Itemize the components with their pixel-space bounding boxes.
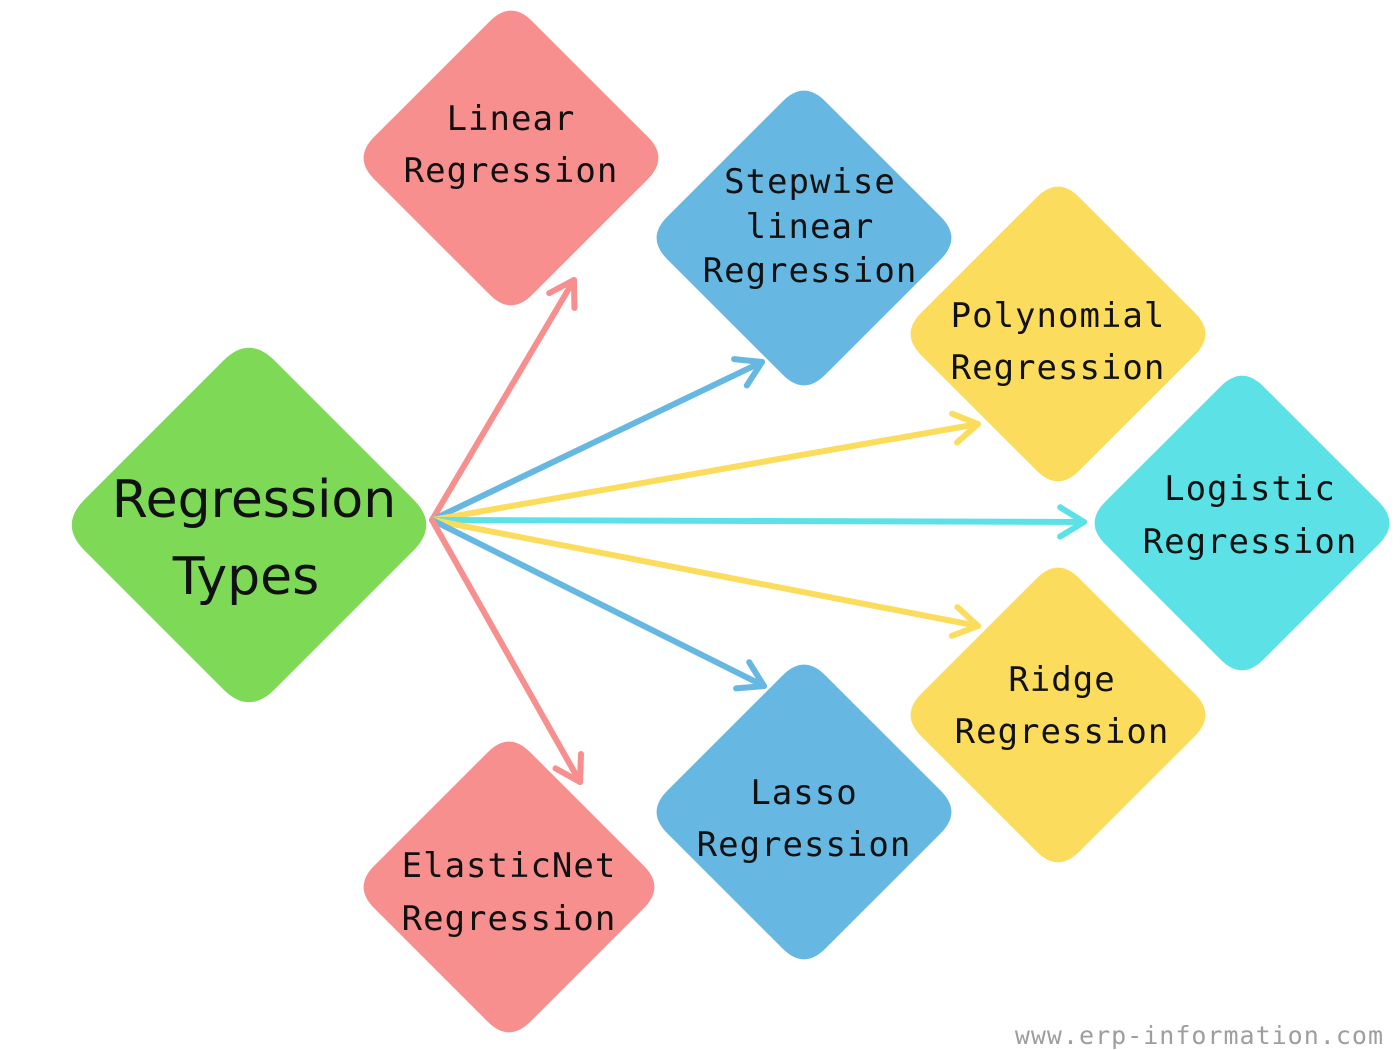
node-ridge: Ridge Regression	[910, 567, 1206, 863]
linear-label-line-2: Regression	[404, 151, 619, 191]
node-linear: Linear Regression	[363, 10, 659, 306]
logistic-label-line-1: Logistic	[1164, 469, 1336, 509]
arrow-to-stepwise	[429, 359, 765, 523]
center-diamond	[71, 347, 427, 703]
logistic-diamond	[1094, 375, 1390, 671]
arrow-to-logistic	[429, 517, 1087, 525]
arrowhead-lasso	[733, 659, 767, 692]
arrow-to-polynomial	[429, 421, 981, 523]
arrowhead-stepwise	[731, 356, 765, 389]
arrow-to-lasso	[429, 517, 767, 689]
linear-label-line-1: Linear	[447, 99, 576, 139]
linear-diamond	[363, 10, 659, 306]
footer-url: www.erp-information.com	[1014, 1021, 1384, 1050]
arrow-to-elasticnet	[429, 517, 583, 785]
arrowhead-polynomial	[949, 410, 981, 446]
arrowhead-logistic	[1057, 504, 1087, 540]
stepwise-diamond	[656, 90, 952, 386]
ridge-label-line-2: Regression	[955, 712, 1170, 752]
lasso-diamond	[656, 664, 952, 960]
polynomial-label-line-2: Regression	[951, 348, 1166, 388]
node-polynomial: Polynomial Regression	[910, 186, 1206, 482]
elasticnet-label-line-2: Regression	[402, 899, 617, 939]
stepwise-label-line-2: linear	[746, 207, 875, 247]
center-label-line2: Types	[172, 547, 320, 607]
ridge-diamond	[910, 567, 1206, 863]
arrowhead-elasticnet	[552, 751, 584, 785]
stepwise-label-line-3: Regression	[703, 251, 918, 291]
arrow-to-linear	[429, 277, 577, 523]
node-elasticnet: ElasticNet Regression	[363, 741, 655, 1033]
ridge-label-line-1: Ridge	[1008, 660, 1115, 700]
arrow-to-ridge	[429, 517, 981, 629]
center-node: Regression Types	[71, 347, 427, 703]
node-lasso: Lasso Regression	[656, 664, 952, 960]
center-label-line1: Regression	[112, 470, 396, 530]
elasticnet-label-line-1: ElasticNet	[402, 846, 617, 886]
lasso-label-line-2: Regression	[697, 825, 912, 865]
arrowhead-ridge	[948, 604, 981, 639]
diamonds-layer: Regression Types Linear Regression Stepwise l…	[71, 10, 1390, 1033]
polynomial-label-line-1: Polynomial	[951, 296, 1166, 336]
logistic-label-line-2: Regression	[1143, 522, 1358, 562]
arrows-layer	[429, 277, 1087, 785]
arrowhead-linear	[546, 277, 578, 311]
node-logistic: Logistic Regression	[1094, 375, 1390, 671]
polynomial-diamond	[910, 186, 1206, 482]
stepwise-label-line-1: Stepwise	[724, 162, 896, 202]
elasticnet-diamond	[363, 741, 655, 1033]
lasso-label-line-1: Lasso	[750, 773, 857, 813]
